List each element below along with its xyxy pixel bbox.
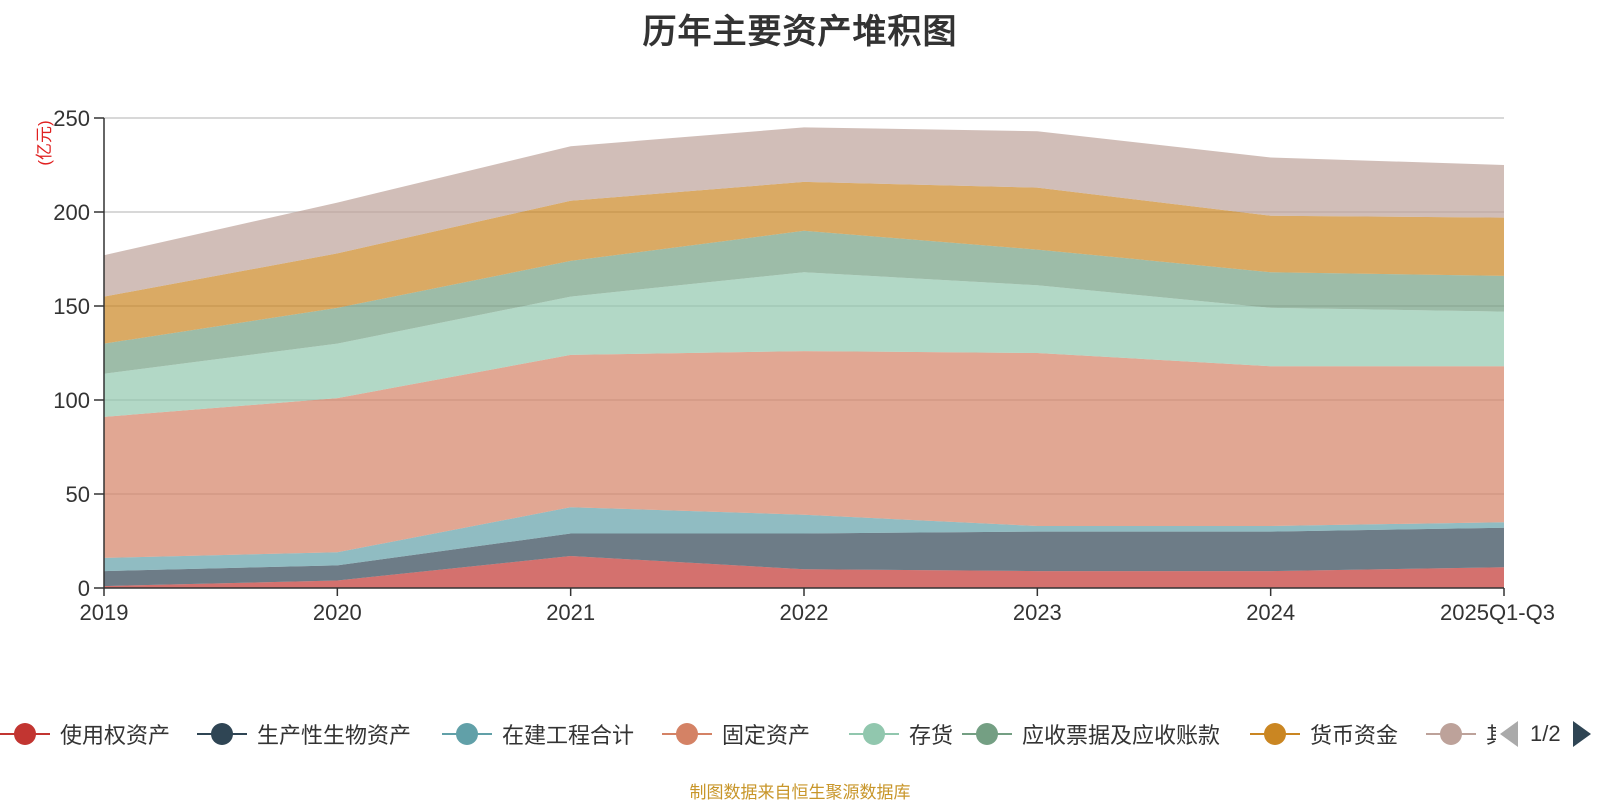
- legend-marker-icon: [1426, 721, 1476, 747]
- legend-marker-icon: [197, 721, 247, 747]
- y-tick-label: 0: [78, 576, 90, 601]
- chart-title: 历年主要资产堆积图: [642, 13, 958, 51]
- area-series-生产性生物资产[interactable]: [104, 527, 1504, 587]
- legend-page-indicator: 1/2: [1530, 721, 1561, 746]
- legend-item[interactable]: 货币资金: [1250, 714, 1398, 754]
- y-tick-label: 200: [53, 200, 90, 225]
- y-tick-label: 50: [66, 482, 90, 507]
- legend-pager: 1/2: [1496, 714, 1600, 754]
- area-series-固定资产[interactable]: [104, 351, 1504, 558]
- legend-next-icon[interactable]: [1572, 721, 1591, 747]
- x-tick-label: 2025Q1-Q3: [1440, 600, 1555, 625]
- legend-label: 存货: [909, 723, 954, 748]
- legend-marker-icon: [962, 721, 1012, 747]
- x-tick-label: 2020: [313, 600, 362, 625]
- legend-item[interactable]: 生产性生物资产: [197, 714, 411, 754]
- legend-label: 生产性生物资产: [257, 723, 412, 748]
- legend-label: 固定资产: [722, 723, 811, 748]
- legend-item[interactable]: 应收票据及应收账款: [962, 714, 1220, 754]
- area-series-使用权资产[interactable]: [104, 556, 1504, 588]
- legend-marker-icon: [0, 721, 50, 747]
- legend-marker-icon: [662, 721, 712, 747]
- legend-label: 应收票据及应收账款: [1022, 723, 1221, 748]
- legend-marker-icon: [442, 721, 492, 747]
- x-tick-label: 2024: [1246, 600, 1295, 625]
- area-series-存货[interactable]: [104, 272, 1504, 417]
- y-tick-label: 150: [53, 294, 90, 319]
- legend: 使用权资产生产性生物资产在建工程合计固定资产存货应收票据及应收账款货币资金其他: [0, 714, 1600, 754]
- area-series-在建工程合计[interactable]: [104, 507, 1504, 572]
- y-tick-label: 100: [53, 388, 90, 413]
- legend-marker-icon: [1250, 721, 1300, 747]
- legend-label: 货币资金: [1310, 723, 1399, 748]
- y-tick-label: 250: [53, 106, 90, 131]
- legend-prev-icon[interactable]: [1500, 721, 1518, 747]
- legend-label: 在建工程合计: [502, 723, 635, 748]
- legend-item[interactable]: 在建工程合计: [442, 714, 634, 754]
- source-note: 制图数据来自恒生聚源数据库: [689, 783, 911, 802]
- legend-label: 使用权资产: [60, 723, 171, 748]
- x-tick-label: 2022: [780, 600, 829, 625]
- y-axis-unit-label: (亿元): [35, 120, 54, 165]
- legend-item[interactable]: 存货: [849, 714, 953, 754]
- x-tick-label: 2021: [546, 600, 595, 625]
- legend-item[interactable]: 使用权资产: [0, 714, 170, 754]
- x-tick-label: 2019: [80, 600, 129, 625]
- x-tick-label: 2023: [1013, 600, 1062, 625]
- area-series-其他[interactable]: [104, 127, 1504, 297]
- legend-item[interactable]: 固定资产: [662, 714, 810, 754]
- area-series-货币资金[interactable]: [104, 181, 1504, 344]
- area-series-应收票据及应收账款[interactable]: [104, 230, 1504, 374]
- chart-canvas: 0 50 100 150 200 250 2019 2020 2021 2022 2023 2024 2…: [35, 106, 1555, 625]
- legend-marker-icon: [849, 721, 899, 747]
